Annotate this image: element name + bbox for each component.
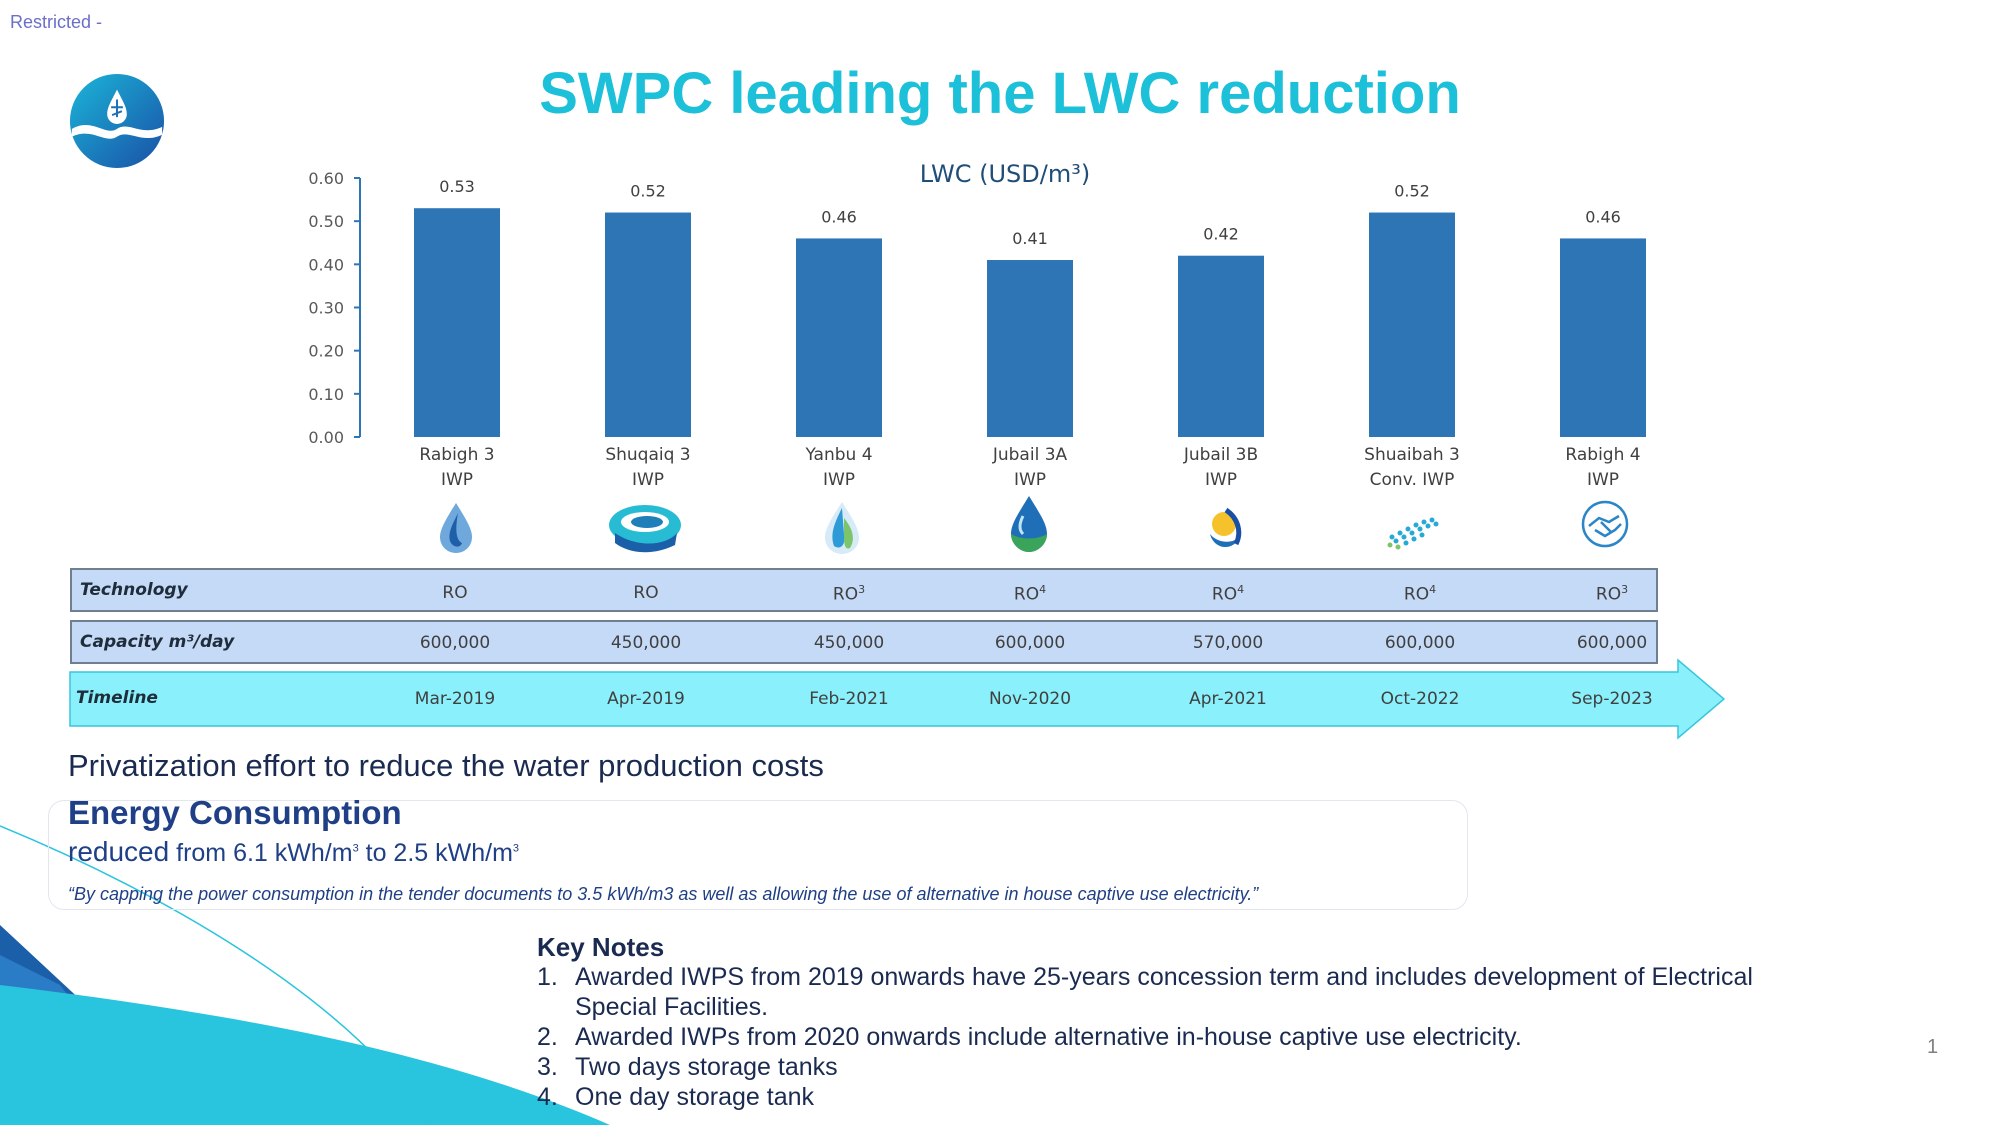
swpc-logo-icon bbox=[69, 73, 165, 169]
dots-pattern-icon bbox=[1387, 517, 1439, 550]
timeline-cell: Feb-2021 bbox=[809, 689, 889, 709]
key-note-item: 2. Awarded IWPs from 2020 onwards include… bbox=[537, 1023, 1522, 1051]
timeline-cell: Apr-2021 bbox=[1189, 689, 1267, 709]
capacity-cell: 600,000 bbox=[1576, 633, 1648, 653]
energy-quote: “By capping the power consumption in the… bbox=[68, 884, 1259, 904]
classification-label: Restricted - bbox=[10, 12, 103, 32]
technology-cell: RO3 bbox=[1595, 583, 1629, 605]
energy-title: Energy Consumption bbox=[68, 794, 402, 831]
capacity-cell: 570,000 bbox=[1192, 633, 1264, 653]
energy-sup2: 3 bbox=[512, 842, 520, 855]
capacity-row: Capacity m³/day bbox=[70, 620, 1658, 664]
technology-cell: RO3 bbox=[832, 583, 866, 605]
energy-reduced-word: reduced bbox=[68, 836, 170, 867]
energy-from: from 6.1 kWh/m bbox=[169, 839, 353, 867]
page-title: SWPC leading the LWC reduction bbox=[539, 61, 1461, 126]
blue-green-drop-icon bbox=[1011, 496, 1047, 552]
key-notes-title: Key Notes bbox=[537, 932, 665, 962]
technology-cell: RO bbox=[633, 583, 659, 603]
key-note-item: 3. Two days storage tanks bbox=[537, 1053, 838, 1081]
technology-row: Technology bbox=[70, 568, 1658, 612]
key-note-item: 1. Awarded IWPS from 2019 onwards have 25… bbox=[537, 963, 1753, 1021]
capacity-cell: 450,000 bbox=[610, 633, 682, 653]
key-notes-list: 1. Awarded IWPS from 2019 onwards have 25… bbox=[537, 962, 1837, 1112]
timeline-cell: Apr-2019 bbox=[607, 689, 685, 709]
timeline-cell: Mar-2019 bbox=[414, 689, 496, 709]
timeline-header: Timeline bbox=[76, 688, 158, 708]
page-number: 1 bbox=[1927, 1036, 1939, 1058]
key-note-item: 4. One day storage tank bbox=[537, 1083, 815, 1111]
energy-box bbox=[48, 800, 1468, 910]
technology-cell: RO4 bbox=[1403, 583, 1437, 605]
capacity-cell: 600,000 bbox=[1384, 633, 1456, 653]
capacity-cell: 450,000 bbox=[813, 633, 885, 653]
capacity-cell: 600,000 bbox=[994, 633, 1066, 653]
sun-drop-icon bbox=[1210, 507, 1242, 548]
energy-to: to 2.5 kWh/m bbox=[358, 839, 513, 867]
handshake-icon bbox=[1581, 500, 1629, 548]
technology-cell: RO4 bbox=[1013, 583, 1047, 605]
technology-header: Technology bbox=[80, 580, 188, 600]
technology-cell: RO bbox=[442, 583, 468, 603]
timeline-cell: Nov-2020 bbox=[988, 689, 1072, 709]
capacity-cell: 600,000 bbox=[419, 633, 491, 653]
energy-reduction-text: reduced from 6.1 kWh/m3 to 2.5 kWh/m3 bbox=[68, 836, 519, 868]
wave-swirl-icon bbox=[609, 505, 681, 553]
timeline-cell: Sep-2023 bbox=[1571, 689, 1653, 709]
timeline-arrow bbox=[69, 658, 1726, 740]
technology-cell: RO4 bbox=[1211, 583, 1245, 605]
leaf-drop-icon bbox=[825, 502, 859, 554]
water-drop-icon bbox=[440, 503, 472, 553]
capacity-header: Capacity m³/day bbox=[80, 632, 235, 652]
timeline-cell: Oct-2022 bbox=[1380, 689, 1460, 709]
privatization-heading: Privatization effort to reduce the water… bbox=[68, 748, 824, 783]
energy-sup1: 3 bbox=[352, 842, 359, 855]
